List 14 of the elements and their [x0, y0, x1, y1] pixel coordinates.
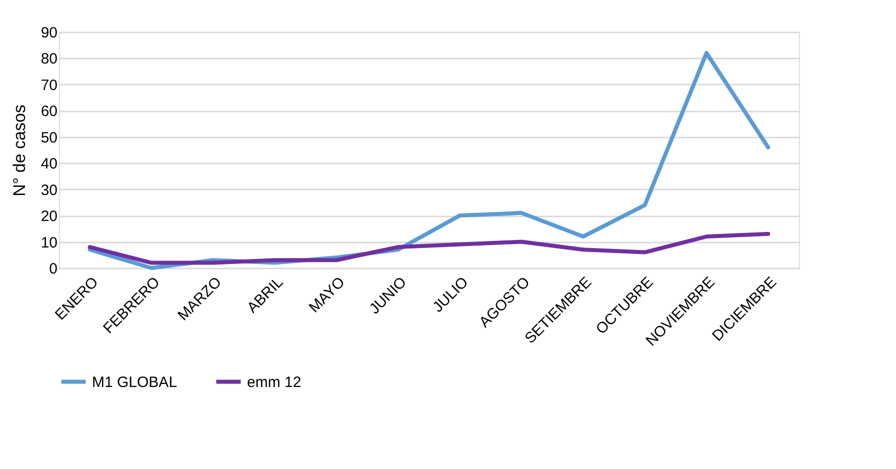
legend-label: M1 GLOBAL	[92, 374, 178, 391]
line-series	[88, 232, 770, 265]
y-tick-label: 80	[40, 50, 58, 68]
legend-label: emm 12	[247, 374, 302, 391]
y-tick-label: 60	[40, 103, 58, 120]
y-tick-label: 50	[40, 129, 58, 146]
y-tick-label: 90	[40, 24, 58, 42]
y-tick-label: 70	[40, 76, 58, 94]
y-tick-label: 30	[40, 182, 58, 199]
y-tick-label: 40	[40, 156, 58, 173]
y-tick-label: 20	[40, 208, 58, 226]
y-axis-title: N° de casos	[10, 104, 29, 196]
y-tick-label: 0	[49, 260, 58, 278]
y-tick-label: 10	[40, 234, 58, 252]
